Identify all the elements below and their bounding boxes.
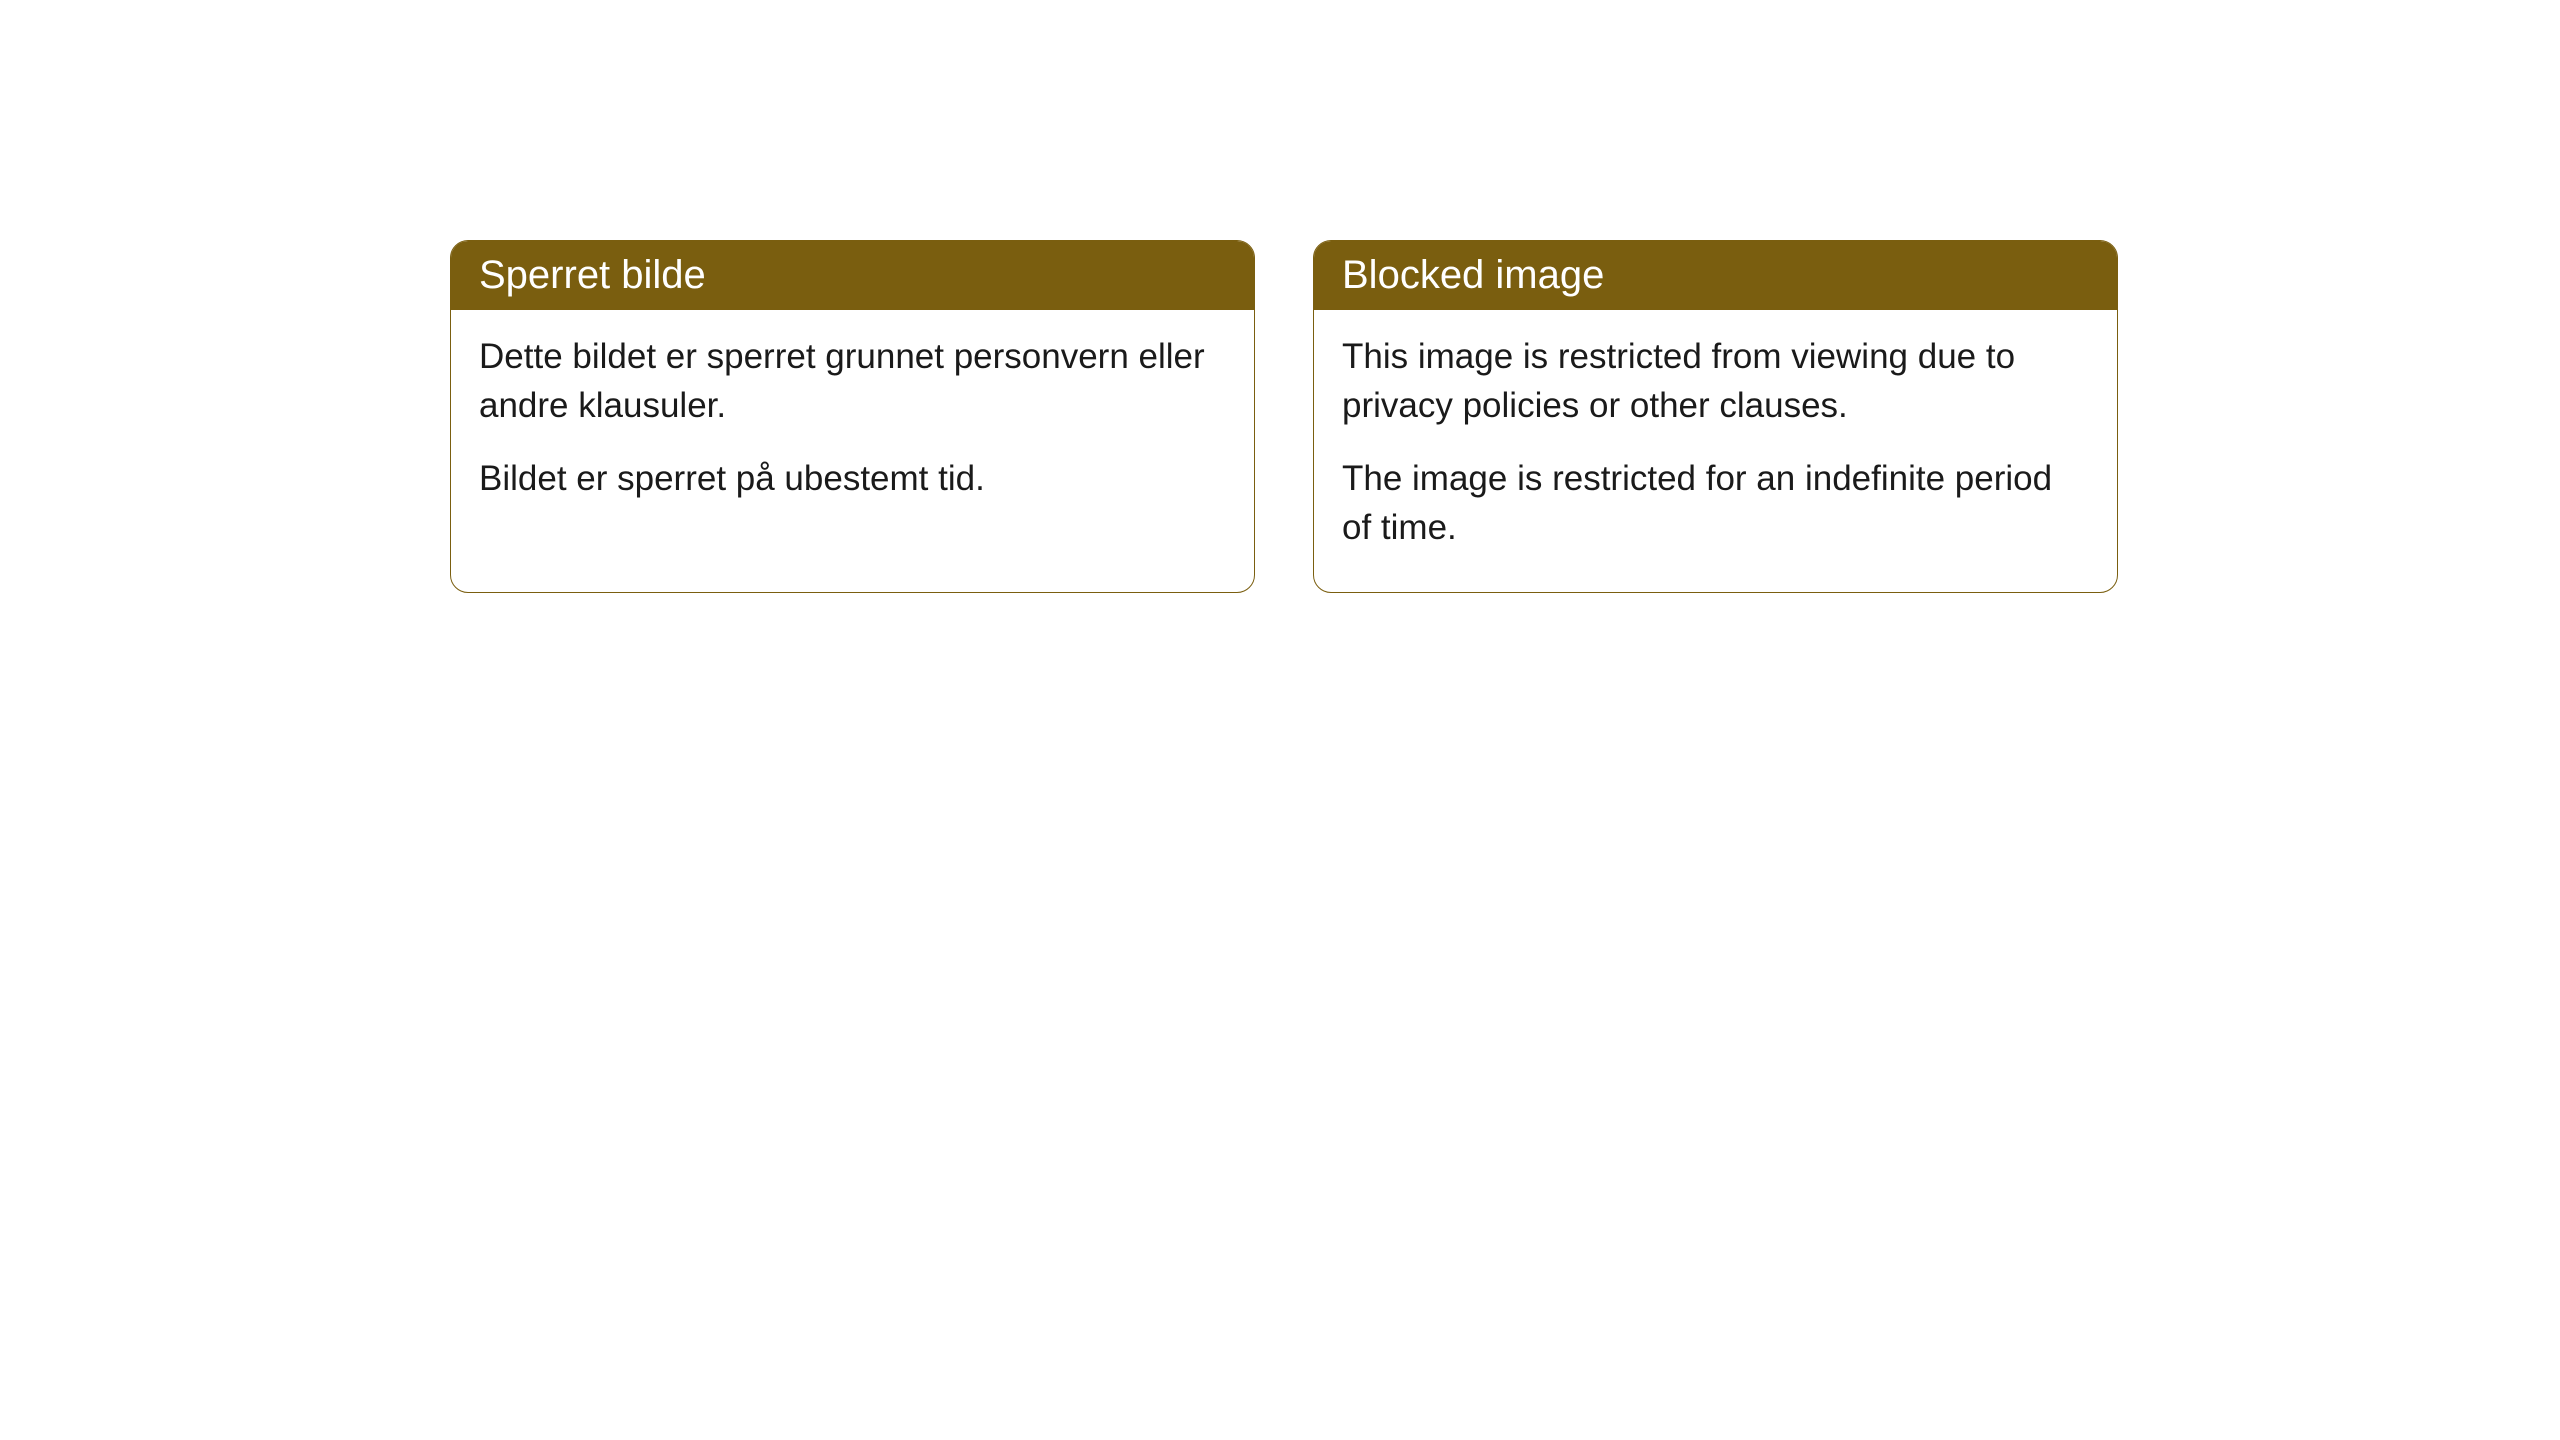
notice-cards-container: Sperret bilde Dette bildet er sperret gr…: [450, 240, 2560, 593]
card-title: Sperret bilde: [479, 253, 706, 297]
blocked-image-card-english: Blocked image This image is restricted f…: [1313, 240, 2118, 593]
card-body: Dette bildet er sperret grunnet personve…: [451, 310, 1254, 543]
card-body: This image is restricted from viewing du…: [1314, 310, 2117, 592]
card-paragraph: The image is restricted for an indefinit…: [1342, 454, 2089, 552]
card-paragraph: Bildet er sperret på ubestemt tid.: [479, 454, 1226, 503]
card-header: Blocked image: [1314, 241, 2117, 310]
card-paragraph: Dette bildet er sperret grunnet personve…: [479, 332, 1226, 430]
blocked-image-card-norwegian: Sperret bilde Dette bildet er sperret gr…: [450, 240, 1255, 593]
card-paragraph: This image is restricted from viewing du…: [1342, 332, 2089, 430]
card-header: Sperret bilde: [451, 241, 1254, 310]
card-title: Blocked image: [1342, 253, 1604, 297]
